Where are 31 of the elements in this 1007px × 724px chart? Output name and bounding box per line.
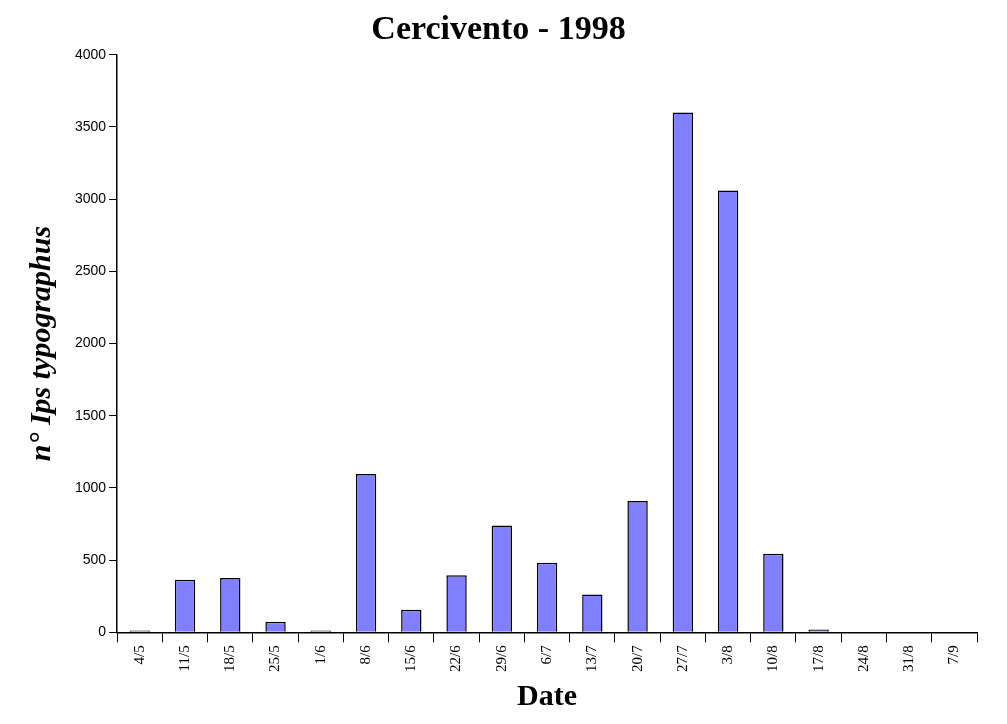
- y-tick-label: 3000: [74, 190, 107, 207]
- x-tick-label: 15/6: [402, 644, 419, 672]
- y-axis-title: n° Ips typographus: [22, 225, 56, 462]
- x-tick-label: 11/5: [175, 645, 192, 672]
- x-tick-label: 10/8: [764, 645, 781, 672]
- x-tick-label: 8/6: [356, 644, 373, 665]
- y-tick-label: 1000: [74, 478, 107, 495]
- x-tick-label: 25/5: [266, 645, 283, 672]
- y-tick-label: 1500: [74, 406, 107, 423]
- x-tick-label: 17/8: [809, 645, 826, 672]
- x-tick-label: 4/5: [130, 645, 147, 665]
- x-tick-label: 22/6: [447, 644, 464, 672]
- chart-title: Cercivento - 1998: [371, 9, 626, 47]
- x-tick-label: 7/9: [945, 645, 962, 665]
- x-tick-label: 3/8: [719, 645, 736, 665]
- x-tick-label: 29/6: [492, 644, 509, 672]
- x-tick-label: 20/7: [628, 644, 645, 672]
- x-tick-label: 31/8: [900, 645, 917, 672]
- y-tick-label: 2000: [74, 334, 107, 351]
- y-tick-label: 4000: [74, 45, 107, 62]
- x-tick-label: 18/5: [221, 645, 238, 672]
- x-tick-label: 27/7: [673, 644, 690, 672]
- x-tick-label: 24/8: [854, 645, 871, 672]
- y-tick-label: 3500: [74, 117, 107, 134]
- x-tick-label: 6/7: [538, 644, 555, 665]
- y-tick-label: 2500: [74, 262, 107, 279]
- y-tick-label: 0: [98, 623, 107, 640]
- x-tick-label: 13/7: [583, 644, 600, 672]
- x-axis-title: Date: [517, 677, 578, 711]
- y-tick-label: 500: [82, 551, 107, 567]
- x-tick-label: 1/6: [311, 644, 328, 665]
